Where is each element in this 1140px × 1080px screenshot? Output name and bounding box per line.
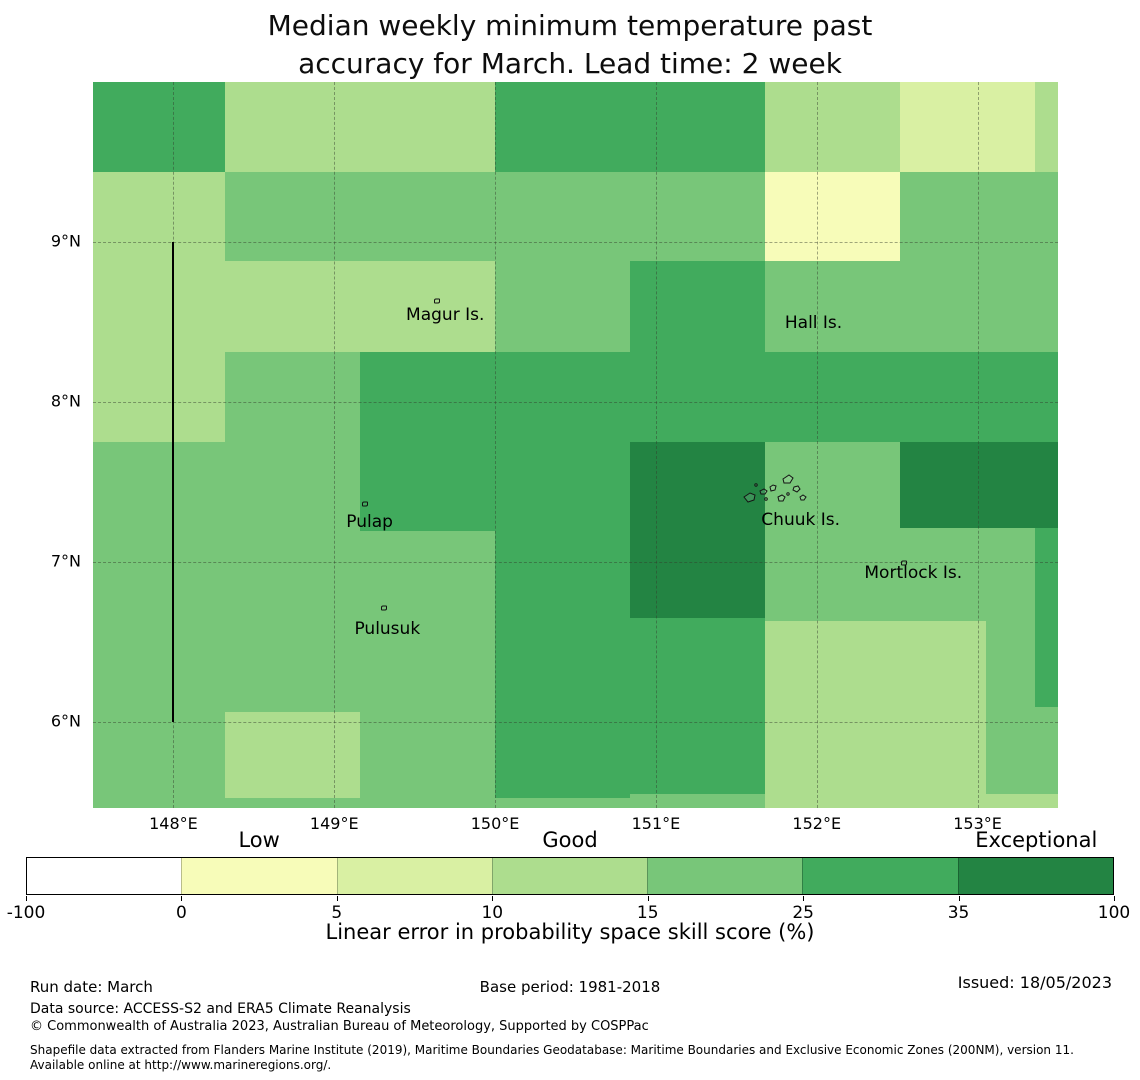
base-period-text: Base period: 1981-2018 (479, 978, 661, 996)
colorbar-segment (27, 858, 182, 894)
heatmap-cell (224, 712, 360, 799)
colorbar-tick-label: 0 (176, 903, 187, 923)
colorbar-segment (336, 858, 492, 894)
y-tick-label: 7°N (50, 551, 81, 571)
heatmap-cell (765, 82, 901, 172)
y-tick-label: 9°N (50, 231, 81, 251)
place-label: Hall Is. (784, 313, 843, 334)
gridline-parallel (93, 241, 1058, 243)
islet-mark (900, 560, 907, 566)
gridline-parallel (93, 721, 1058, 723)
heatmap-cell (495, 82, 766, 172)
heatmap-cell (630, 441, 766, 618)
heatmap-cell (93, 82, 225, 172)
colorbar-segment (957, 858, 1113, 894)
gridline-parallel (93, 561, 1058, 563)
x-tick-label: 151°E (631, 814, 681, 833)
gridline-meridian (495, 82, 497, 808)
y-tick-label: 8°N (50, 391, 81, 411)
issued-date-text: Issued: 18/05/2023 (957, 973, 1112, 992)
colorbar-tick-label: 15 (636, 903, 659, 923)
colorbar-tick (492, 896, 494, 901)
x-tick-label: 153°E (953, 814, 1002, 833)
map-plot-area: Magur Is. Hall Is. Pulap Chuuk Is. Mortlock … (51, 82, 1058, 833)
colorbar-tick (181, 896, 183, 901)
maritime-boundary-line (172, 241, 175, 722)
colorbar-segment (491, 858, 648, 894)
colorbar-zone-labels: Low Good Exceptional (26, 828, 1114, 854)
colorbar-zone-label: Low (238, 828, 280, 852)
heatmap-cell (359, 352, 1058, 442)
chart-title-line1: Median weekly minimum temperature past (267, 9, 873, 42)
heatmap-cell (765, 171, 901, 262)
heatmap-cell (1035, 528, 1058, 708)
heatmap-cell (93, 261, 496, 353)
heatmap-cell (93, 352, 225, 442)
heatmap-cell (630, 261, 766, 353)
islet-mark (381, 605, 388, 611)
colorbar (26, 857, 1114, 895)
islet-mark (361, 501, 368, 507)
colorbar-tick (26, 896, 27, 901)
y-tick-label: 6°N (50, 711, 81, 731)
colorbar-tick (958, 896, 960, 901)
place-label: Magur Is. (406, 305, 485, 326)
gridline-parallel (93, 401, 1058, 403)
heatmap-cell (900, 441, 1058, 529)
x-tick-label: 149°E (309, 814, 359, 833)
colorbar-axis-label: Linear error in probability space skill … (325, 920, 815, 944)
colorbar-tick (1114, 896, 1115, 901)
place-label: Pulusuk (354, 618, 421, 639)
islet-mark (434, 298, 441, 304)
colorbar-tick (336, 896, 338, 901)
place-label: Mortlock Is. (864, 562, 963, 583)
colorbar-zone-label: Exceptional (975, 828, 1098, 852)
heatmap-cell (630, 617, 766, 794)
shapefile-attribution-text: Shapefile data extracted from Flanders M… (30, 1043, 1074, 1072)
colorbar-tick-label: 25 (792, 903, 814, 923)
colorbar-tick-label: 5 (331, 903, 343, 923)
place-label: Pulap (346, 511, 393, 532)
x-tick-label: 148°E (149, 814, 198, 833)
colorbar-tick (803, 896, 805, 901)
chart-title-line2: accuracy for March. Lead time: 2 week (298, 47, 842, 80)
gridline-meridian (816, 82, 818, 808)
heatmap-cell (900, 82, 1036, 172)
copyright-text: © Commonwealth of Australia 2023, Austra… (30, 1019, 649, 1034)
x-tick-label: 152°E (792, 814, 842, 833)
gridline-meridian (655, 82, 657, 808)
colorbar-tick (647, 896, 649, 901)
heatmap-cell (224, 82, 496, 172)
heatmap-cell (765, 620, 986, 794)
colorbar-segment (181, 858, 337, 894)
colorbar-zone-label: Good (542, 828, 598, 852)
chuuk-islands-outline (743, 474, 807, 503)
colorbar-tick-label: 10 (481, 903, 504, 923)
colorbar-tick-labels: -100 0 5 10 15 25 35 100 (7, 896, 1130, 923)
colorbar-segment (802, 858, 958, 894)
data-source-text: Data source: ACCESS-S2 and ERA5 Climate … (30, 1001, 411, 1017)
colorbar-tick-label: -100 (6, 903, 46, 923)
heatmap-cell (93, 171, 225, 262)
colorbar-segment (647, 858, 803, 894)
place-label: Chuuk Is. (761, 510, 841, 531)
colorbar-tick-label: 100 (1097, 903, 1131, 923)
colorbar-tick-label: 35 (947, 903, 970, 923)
heatmap-cell (495, 531, 631, 799)
gridline-meridian (334, 82, 336, 808)
heatmap-cell (359, 441, 631, 532)
gridline-meridian (977, 82, 979, 808)
heatmap-cell (1035, 82, 1058, 172)
x-tick-label: 150°E (470, 814, 520, 833)
heatmap-cell (765, 793, 1058, 808)
run-date-text: Run date: March (30, 978, 153, 996)
